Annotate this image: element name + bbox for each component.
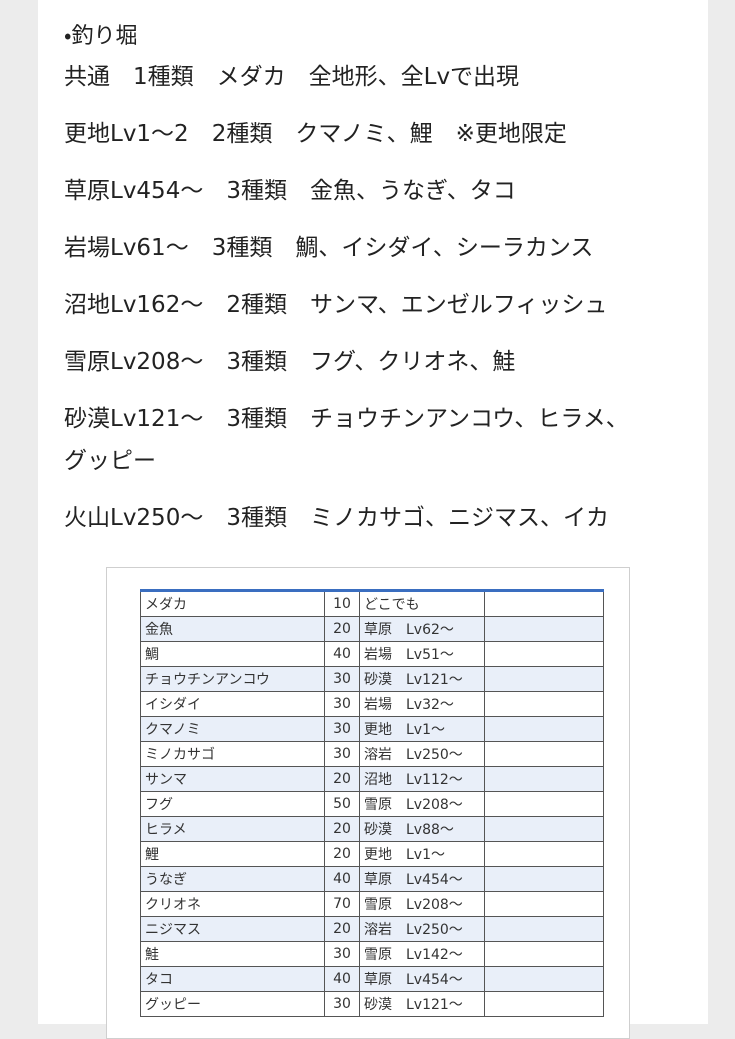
text-line: 砂漠Lv121〜 3種類 チョウチンアンコウ、ヒラメ、グッピー <box>64 406 629 474</box>
table-cell: 40 <box>324 966 360 992</box>
table-cell: 砂漠 Lv88〜 <box>359 816 485 842</box>
table-cell: 10 <box>324 590 360 617</box>
table-cell: チョウチンアンコウ <box>140 666 325 692</box>
table-cell: 30 <box>324 941 360 967</box>
table-cell: 更地 Lv1〜 <box>359 716 485 742</box>
text-line: 共通 1種類 メダカ 全地形、全Lvで出現 <box>64 64 520 90</box>
table-cell: どこでも <box>359 590 485 617</box>
table-row: うなぎ 40 草原 Lv454〜 <box>140 866 604 892</box>
table-cell: イシダイ <box>140 691 325 717</box>
table-row: チョウチンアンコウ 30 砂漠 Lv121〜 <box>140 666 604 692</box>
table-cell <box>484 966 604 992</box>
text-line: 岩場Lv61〜 3種類 鯛、イシダイ、シーラカンス <box>64 235 594 261</box>
table-cell: グッピー <box>140 991 325 1017</box>
table-cell: 鯛 <box>140 641 325 667</box>
table-row: クマノミ 30 更地 Lv1〜 <box>140 716 604 742</box>
table-cell: 20 <box>324 766 360 792</box>
table-cell: 草原 Lv454〜 <box>359 866 485 892</box>
table-row: イシダイ 30 岩場 Lv32〜 <box>140 691 604 717</box>
table-row: サンマ 20 沼地 Lv112〜 <box>140 766 604 792</box>
table-row: ミノカサゴ 30 溶岩 Lv250〜 <box>140 741 604 767</box>
table-cell <box>484 891 604 917</box>
table-cell <box>484 816 604 842</box>
table-cell: 雪原 Lv208〜 <box>359 791 485 817</box>
table-cell: サンマ <box>140 766 325 792</box>
heading: ・釣り堀 <box>64 24 138 49</box>
table-cell <box>484 641 604 667</box>
table-cell <box>484 866 604 892</box>
table-cell <box>484 841 604 867</box>
table-cell: 20 <box>324 841 360 867</box>
table-cell: クリオネ <box>140 891 325 917</box>
table-row: 鯉 20 更地 Lv1〜 <box>140 841 604 867</box>
table-cell: タコ <box>140 966 325 992</box>
content: ・釣り堀 共通 1種類 メダカ 全地形、全Lvで出現更地Lv1〜2 2種類 クマ… <box>38 0 708 1039</box>
table-cell: 溶岩 Lv250〜 <box>359 741 485 767</box>
table-cell <box>484 941 604 967</box>
table-cell: 砂漠 Lv121〜 <box>359 666 485 692</box>
table-cell: 草原 Lv454〜 <box>359 966 485 992</box>
table-cell: 鮭 <box>140 941 325 967</box>
table-row: 鯛 40 岩場 Lv51〜 <box>140 641 604 667</box>
table-cell: クマノミ <box>140 716 325 742</box>
table-cell: 40 <box>324 641 360 667</box>
table-row: 鮭 30 雪原 Lv142〜 <box>140 941 604 967</box>
table-row: ニジマス 20 溶岩 Lv250〜 <box>140 916 604 942</box>
table-cell: 20 <box>324 916 360 942</box>
table-row: タコ 40 草原 Lv454〜 <box>140 966 604 992</box>
table-cell: 70 <box>324 891 360 917</box>
table-cell: 50 <box>324 791 360 817</box>
table-image: メダカ 10 どこでも 金魚 20 草原 Lv62〜鯛 40 岩場 Lv51〜 チョウチンアンコ… <box>106 567 630 1039</box>
table-row: クリオネ 70 雪原 Lv208〜 <box>140 891 604 917</box>
table-cell: 沼地 Lv112〜 <box>359 766 485 792</box>
table-cell: 雪原 Lv142〜 <box>359 941 485 967</box>
table-cell: 溶岩 Lv250〜 <box>359 916 485 942</box>
table-cell: フグ <box>140 791 325 817</box>
table-cell: 30 <box>324 716 360 742</box>
table-row: メダカ 10 どこでも <box>140 590 604 617</box>
table-cell <box>484 691 604 717</box>
table-cell: 20 <box>324 816 360 842</box>
table-cell: うなぎ <box>140 866 325 892</box>
table-cell: 鯉 <box>140 841 325 867</box>
table-cell: 40 <box>324 866 360 892</box>
table-cell <box>484 666 604 692</box>
fish-table: メダカ 10 どこでも 金魚 20 草原 Lv62〜鯛 40 岩場 Lv51〜 チョウチンアンコ… <box>140 589 604 1017</box>
table-cell: 草原 Lv62〜 <box>359 616 485 642</box>
table-row: 金魚 20 草原 Lv62〜 <box>140 616 604 642</box>
text-line: 雪原Lv208〜 3種類 フグ、クリオネ、鮭 <box>64 349 516 375</box>
table-cell: 金魚 <box>140 616 325 642</box>
table-cell <box>484 590 604 617</box>
table-cell <box>484 616 604 642</box>
text-line: 沼地Lv162〜 2種類 サンマ、エンゼルフィッシュ <box>64 292 608 318</box>
text-line: 草原Lv454〜 3種類 金魚、うなぎ、タコ <box>64 178 516 204</box>
table-cell <box>484 766 604 792</box>
table-cell: ヒラメ <box>140 816 325 842</box>
table-cell: メダカ <box>140 590 325 617</box>
table-cell: 30 <box>324 666 360 692</box>
text-line: 更地Lv1〜2 2種類 クマノミ、鯉 ※更地限定 <box>64 121 567 147</box>
table-cell: ニジマス <box>140 916 325 942</box>
table-cell <box>484 741 604 767</box>
table-cell: 雪原 Lv208〜 <box>359 891 485 917</box>
table-cell: ミノカサゴ <box>140 741 325 767</box>
table-row: フグ 50 雪原 Lv208〜 <box>140 791 604 817</box>
table-cell <box>484 716 604 742</box>
table-cell <box>484 916 604 942</box>
table-cell: 30 <box>324 741 360 767</box>
line-list: 共通 1種類 メダカ 全地形、全Lvで出現更地Lv1〜2 2種類 クマノミ、鯉 … <box>64 56 649 554</box>
table-cell <box>484 791 604 817</box>
table-cell: 20 <box>324 616 360 642</box>
text-line: 火山Lv250〜 3種類 ミノカサゴ、ニジマス、イカ <box>64 505 609 531</box>
table-cell <box>484 991 604 1017</box>
table-cell: 砂漠 Lv121〜 <box>359 991 485 1017</box>
table-row: グッピー 30 砂漠 Lv121〜 <box>140 991 604 1017</box>
table-row: ヒラメ 20 砂漠 Lv88〜 <box>140 816 604 842</box>
table-cell: 更地 Lv1〜 <box>359 841 485 867</box>
table-cell: 岩場 Lv32〜 <box>359 691 485 717</box>
table-cell: 岩場 Lv51〜 <box>359 641 485 667</box>
table-cell: 30 <box>324 991 360 1017</box>
table-cell: 30 <box>324 691 360 717</box>
